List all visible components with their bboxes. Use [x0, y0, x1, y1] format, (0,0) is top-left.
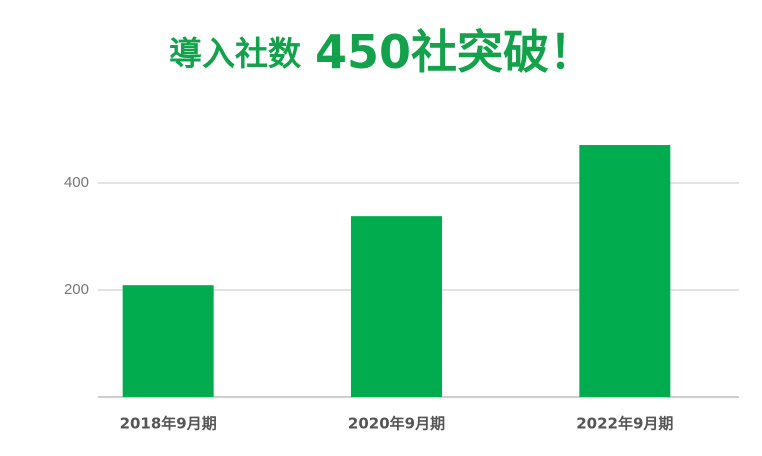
title-main: 導入社数	[169, 34, 302, 73]
x-tick-label: 2020年9月期	[348, 415, 445, 433]
bar	[579, 145, 671, 397]
x-tick-label: 2018年9月期	[120, 415, 217, 433]
x-tick-label: 2022年9月期	[576, 415, 673, 433]
y-tick-label: 200	[64, 281, 89, 298]
title-emphasis: 450社突破！	[315, 25, 595, 79]
bar	[122, 285, 214, 397]
y-tick-label: 400	[64, 174, 89, 191]
bar	[351, 216, 442, 397]
chart-title: 導入社数 450社突破！	[169, 25, 595, 79]
